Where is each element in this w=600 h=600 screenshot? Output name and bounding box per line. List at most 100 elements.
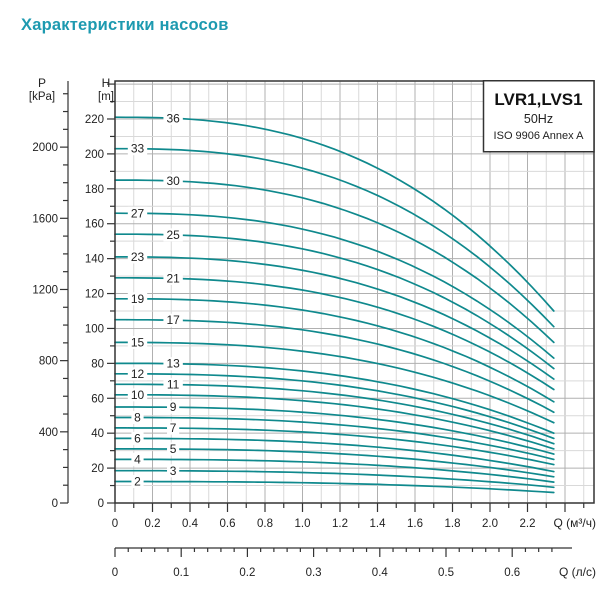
curve-stage-label: 8 (134, 410, 141, 424)
tick-label: 0 (112, 518, 118, 530)
tick-label: 1200 (32, 284, 58, 296)
tick-label: 200 (85, 149, 104, 161)
pump-curve (114, 233, 555, 370)
tick-label: 0 (98, 498, 104, 510)
curve-label-bg (131, 452, 144, 466)
pump-curve (114, 372, 555, 440)
pump-curve (114, 318, 555, 414)
pump-frequency: 50Hz (524, 112, 553, 126)
curve-label-bg (163, 111, 183, 125)
curve-label-bg (127, 250, 148, 264)
tick-label: 1.8 (445, 518, 461, 530)
curve-label-bg (127, 142, 148, 156)
curve-stage-label: 13 (166, 357, 180, 371)
flow-ls-axis-label: Q (л/с) (559, 565, 596, 579)
pump-curve (114, 256, 555, 380)
curve-stage-label: 11 (167, 378, 180, 392)
curve-stage-label: 15 (131, 335, 145, 349)
flow-m3h-axis-label: Q (м³/ч) (554, 516, 597, 530)
curve-stage-label: 21 (166, 271, 180, 285)
tick-label: 400 (39, 427, 58, 439)
curve-stage-label: 5 (170, 442, 177, 456)
tick-label: 1.6 (407, 518, 423, 530)
pump-curve (114, 212, 555, 359)
tick-label: 2000 (32, 142, 58, 154)
curve-label-bg (127, 335, 148, 349)
tick-label: 1.2 (332, 518, 348, 530)
head-axis-unit: [m] (98, 91, 114, 103)
tick-label: 0.6 (220, 518, 236, 530)
head-axis-name: H (102, 76, 111, 90)
tick-label: 0.3 (306, 567, 322, 579)
curve-stage-label: 2 (134, 475, 141, 489)
tick-label: 0.2 (239, 567, 255, 579)
curve-label-bg (163, 174, 183, 188)
tick-label: 800 (39, 356, 58, 368)
curve-label-bg (163, 357, 183, 371)
curve-stage-label: 17 (166, 313, 180, 327)
chart-title-box: LVR1,LVS1 50Hz ISO 9906 Annex A (482, 80, 595, 153)
curve-label-bg (167, 421, 180, 435)
tick-label: 0.4 (372, 567, 389, 579)
tick-label: 1.0 (295, 518, 311, 530)
pump-curve (114, 383, 555, 445)
curve-stage-label: 27 (131, 206, 145, 220)
tick-label: 0.2 (145, 518, 161, 530)
tick-label: 40 (91, 428, 104, 440)
pump-curve (114, 448, 555, 478)
tick-label: 1.4 (370, 518, 387, 530)
pump-standard: ISO 9906 Annex A (494, 130, 585, 142)
curve-label-bg (127, 206, 148, 220)
curve-stage-label: 30 (166, 174, 180, 188)
pump-curve (114, 179, 555, 344)
pump-curve (114, 116, 555, 312)
pump-curve (114, 427, 555, 466)
page-title: Характеристики насосов (21, 16, 229, 34)
tick-label: 0.4 (182, 518, 199, 530)
tick-label: 0.8 (257, 518, 273, 530)
pump-curve (114, 362, 555, 435)
curve-stage-label: 7 (170, 421, 177, 435)
curve-label-bg (127, 367, 148, 381)
pump-model: LVR1,LVS1 (494, 90, 582, 109)
pump-curves (114, 116, 555, 494)
curve-label-bg (163, 378, 183, 392)
curve-label-bg (127, 388, 148, 402)
pressure-axis-unit: [kPa] (29, 91, 55, 103)
curve-label-bg (131, 475, 144, 489)
tick-label: 20 (91, 463, 104, 475)
curve-label-bg (127, 292, 148, 306)
pump-curve (114, 480, 555, 494)
tick-label: 0 (52, 498, 58, 510)
curve-stage-label: 33 (131, 142, 145, 156)
pump-curve (114, 469, 555, 489)
curve-label-bg (167, 442, 180, 456)
curve-stage-label: 23 (131, 250, 145, 264)
curve-stage-label: 9 (170, 400, 177, 414)
curve-stage-label: 4 (134, 452, 141, 466)
axis-ticks: 0204060801001201401601802002200400800120… (32, 83, 585, 579)
curve-stage-label: 25 (166, 228, 180, 242)
tick-label: 2.0 (482, 518, 498, 530)
pump-curve (114, 393, 555, 450)
curve-stage-label: 6 (134, 431, 141, 445)
pump-curve (114, 276, 555, 391)
tick-label: 120 (85, 289, 104, 301)
curve-stage-labels: 36 33 30 27 25 23 21 19 17 15 13 12 11 10 9 8 7 6 5 4 3 2 (127, 111, 183, 489)
tick-label: 80 (91, 358, 104, 370)
tick-label: 2.2 (520, 518, 536, 530)
title-box-frame (482, 80, 595, 153)
curve-label-bg (163, 313, 183, 327)
curve-stage-label: 10 (131, 388, 145, 402)
pump-curve (114, 406, 555, 455)
pump-curve (114, 458, 555, 483)
tick-label: 0.1 (173, 567, 189, 579)
tick-label: 0.6 (504, 567, 520, 579)
tick-label: 140 (85, 254, 104, 266)
pump-curve (114, 437, 555, 473)
tick-label: 60 (91, 393, 104, 405)
tick-label: 160 (85, 219, 104, 231)
pump-curve (114, 297, 555, 403)
